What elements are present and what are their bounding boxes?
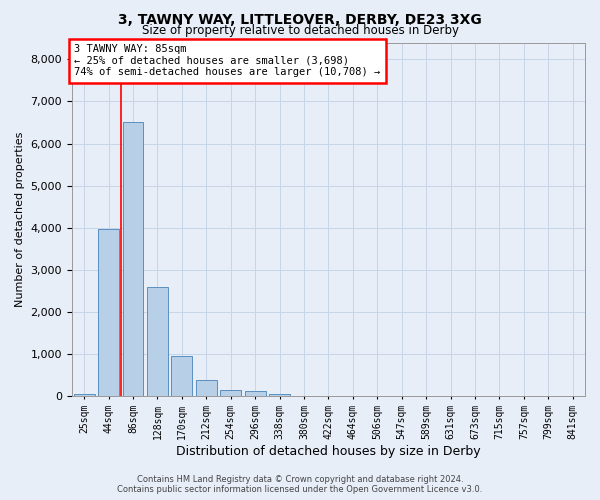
Bar xyxy=(147,288,168,396)
Text: Contains HM Land Registry data © Crown copyright and database right 2024.
Contai: Contains HM Land Registry data © Crown c… xyxy=(118,474,482,494)
X-axis label: Distribution of detached houses by size in Derby: Distribution of detached houses by size … xyxy=(176,444,481,458)
Bar xyxy=(98,228,119,396)
Bar xyxy=(220,390,241,396)
Y-axis label: Number of detached properties: Number of detached properties xyxy=(15,132,25,307)
Bar xyxy=(245,392,266,396)
Bar xyxy=(74,394,95,396)
Text: 3 TAWNY WAY: 85sqm
← 25% of detached houses are smaller (3,698)
74% of semi-deta: 3 TAWNY WAY: 85sqm ← 25% of detached hou… xyxy=(74,44,381,78)
Bar xyxy=(269,394,290,396)
Bar xyxy=(122,122,143,396)
Text: 3, TAWNY WAY, LITTLEOVER, DERBY, DE23 3XG: 3, TAWNY WAY, LITTLEOVER, DERBY, DE23 3X… xyxy=(118,12,482,26)
Bar xyxy=(196,380,217,396)
Bar xyxy=(172,356,192,396)
Text: Size of property relative to detached houses in Derby: Size of property relative to detached ho… xyxy=(142,24,458,37)
